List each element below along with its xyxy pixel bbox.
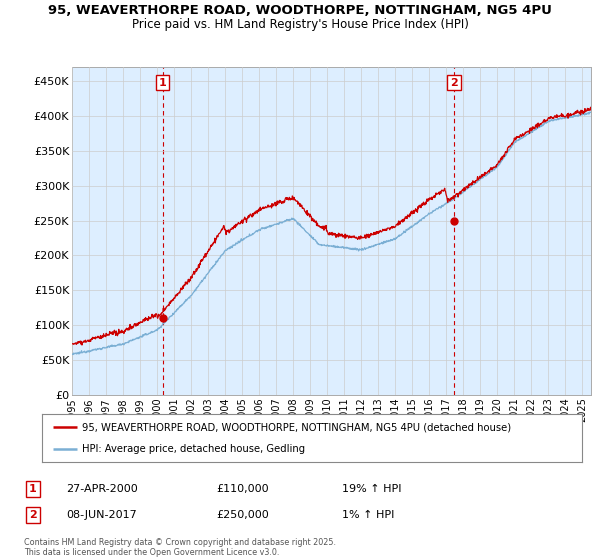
Text: 19% ↑ HPI: 19% ↑ HPI: [342, 484, 401, 494]
Text: 27-APR-2000: 27-APR-2000: [66, 484, 138, 494]
Text: 1: 1: [158, 78, 166, 88]
Text: 2: 2: [29, 510, 37, 520]
Text: HPI: Average price, detached house, Gedling: HPI: Average price, detached house, Gedl…: [83, 444, 305, 454]
Text: 95, WEAVERTHORPE ROAD, WOODTHORPE, NOTTINGHAM, NG5 4PU (detached house): 95, WEAVERTHORPE ROAD, WOODTHORPE, NOTTI…: [83, 422, 512, 432]
Text: 08-JUN-2017: 08-JUN-2017: [66, 510, 137, 520]
Text: 2: 2: [450, 78, 458, 88]
Text: 95, WEAVERTHORPE ROAD, WOODTHORPE, NOTTINGHAM, NG5 4PU: 95, WEAVERTHORPE ROAD, WOODTHORPE, NOTTI…: [48, 4, 552, 17]
Text: £110,000: £110,000: [216, 484, 269, 494]
Text: £250,000: £250,000: [216, 510, 269, 520]
Text: Price paid vs. HM Land Registry's House Price Index (HPI): Price paid vs. HM Land Registry's House …: [131, 18, 469, 31]
Text: Contains HM Land Registry data © Crown copyright and database right 2025.
This d: Contains HM Land Registry data © Crown c…: [24, 538, 336, 557]
Text: 1: 1: [29, 484, 37, 494]
Text: 1% ↑ HPI: 1% ↑ HPI: [342, 510, 394, 520]
